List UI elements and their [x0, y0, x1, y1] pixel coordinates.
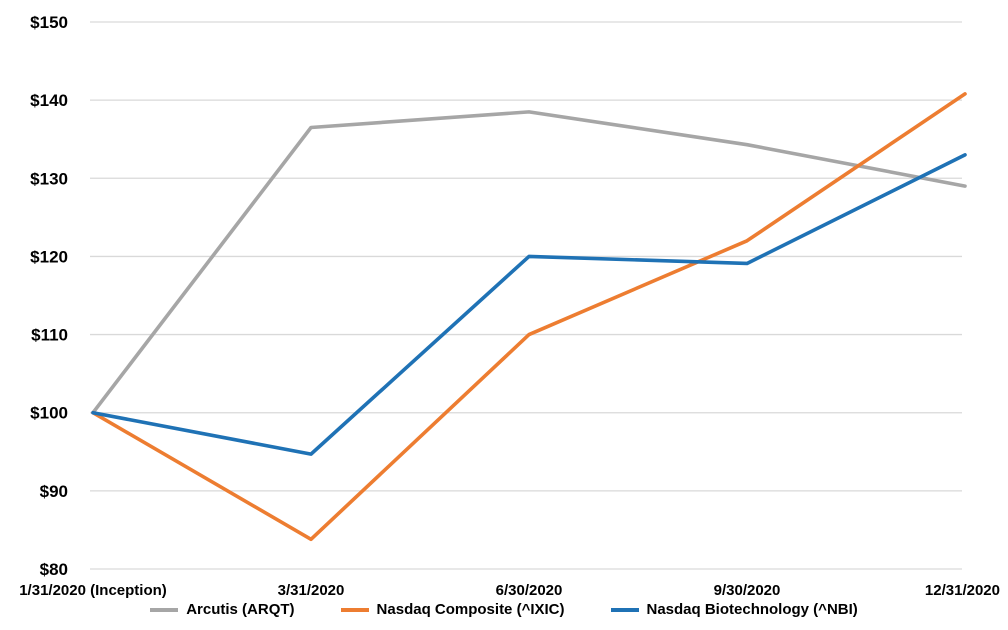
y-axis-tick-label: $100	[30, 404, 68, 423]
y-axis-tick-label: $90	[40, 482, 68, 501]
legend-label-nasdaq-composite: Nasdaq Composite (^IXIC)	[376, 601, 565, 618]
y-axis-tick-label: $130	[30, 169, 68, 188]
legend-line-swatch-orange	[340, 607, 369, 612]
x-axis-tick-label: 6/30/2020	[496, 582, 563, 599]
y-axis-tick-label: $80	[40, 560, 68, 579]
series-line-arcutis-arqt-	[91, 110, 967, 415]
series-line-nasdaq-composite-ixic-	[91, 92, 967, 542]
series-line-nasdaq-biotechnology-nbi-	[91, 153, 967, 456]
x-axis-tick-label: 9/30/2020	[714, 582, 781, 599]
y-axis-tick-label: $120	[30, 247, 68, 266]
y-axis-tick-label: $110	[31, 326, 68, 345]
legend-line-swatch-gray	[150, 607, 179, 612]
x-axis-tick-label: 3/31/2020	[278, 582, 345, 599]
y-axis-tick-label: $140	[30, 91, 68, 110]
chart-legend: Arcutis (ARQT) Nasdaq Composite (^IXIC) …	[0, 601, 1008, 618]
legend-item-nasdaq-biotechnology: Nasdaq Biotechnology (^NBI)	[610, 601, 858, 618]
x-axis-tick-label: 1/31/2020 (Inception)	[19, 582, 167, 599]
legend-label-nasdaq-biotechnology: Nasdaq Biotechnology (^NBI)	[646, 601, 858, 618]
legend-label-arcutis-arqt: Arcutis (ARQT)	[186, 601, 295, 618]
legend-line-swatch-blue	[610, 607, 639, 612]
legend-item-arcutis-arqt: Arcutis (ARQT)	[150, 601, 295, 618]
legend-item-nasdaq-composite: Nasdaq Composite (^IXIC)	[340, 601, 565, 618]
y-axis-tick-label: $150	[30, 13, 68, 32]
x-axis-tick-label: 12/31/2020	[925, 582, 1000, 599]
